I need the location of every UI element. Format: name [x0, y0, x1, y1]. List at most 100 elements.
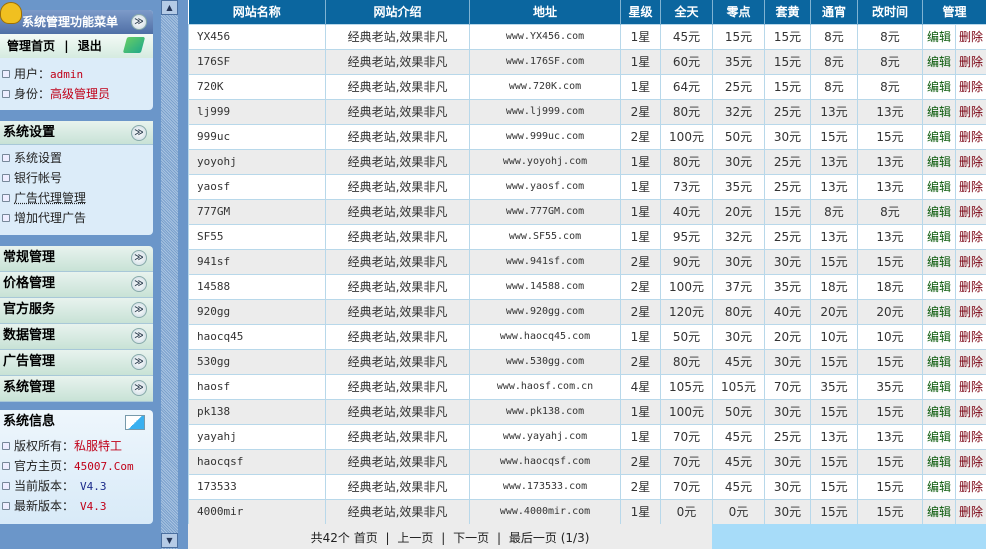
- chevron-down-icon[interactable]: ≫: [131, 250, 147, 266]
- edit-link[interactable]: 编辑: [923, 324, 956, 349]
- price-midnight: 45元: [713, 424, 765, 449]
- homepage-info: 官方主页：45007.Com: [0, 456, 153, 476]
- edit-link[interactable]: 编辑: [923, 74, 956, 99]
- home-link[interactable]: 管理首页: [7, 39, 55, 53]
- site-intro: 经典老站,效果非凡: [326, 249, 470, 274]
- edit-link[interactable]: 编辑: [923, 299, 956, 324]
- chevron-down-icon[interactable]: ≫: [131, 328, 147, 344]
- site-intro: 经典老站,效果非凡: [326, 124, 470, 149]
- price-fullday: 120元: [661, 299, 713, 324]
- info-value: V4.3: [80, 480, 107, 493]
- edit-link[interactable]: 编辑: [923, 424, 956, 449]
- sidebar-scrollbar[interactable]: ▲ ▼: [161, 0, 178, 549]
- delete-link[interactable]: 删除: [956, 124, 986, 149]
- settings-title: 系统设置: [3, 125, 55, 140]
- first-page-link[interactable]: 首页: [354, 531, 378, 545]
- star-level: 1星: [621, 199, 661, 224]
- edit-link[interactable]: 编辑: [923, 49, 956, 74]
- chevron-down-icon[interactable]: ≫: [131, 125, 147, 141]
- delete-link[interactable]: 删除: [956, 399, 986, 424]
- menu-item-ad-agent[interactable]: 广告代理管理: [0, 188, 153, 208]
- price-midnight: 45元: [713, 449, 765, 474]
- edit-link[interactable]: 编辑: [923, 499, 956, 524]
- delete-link[interactable]: 删除: [956, 99, 986, 124]
- price-midnight: 35元: [713, 174, 765, 199]
- next-page-link[interactable]: 下一页: [453, 531, 489, 545]
- edit-link[interactable]: 编辑: [923, 374, 956, 399]
- section-data[interactable]: 数据管理≫: [0, 324, 153, 350]
- scroll-up-icon[interactable]: ▲: [161, 0, 178, 15]
- price-package: 25元: [765, 424, 811, 449]
- edit-link[interactable]: 编辑: [923, 24, 956, 49]
- star-level: 1星: [621, 174, 661, 199]
- delete-link[interactable]: 删除: [956, 374, 986, 399]
- edit-link[interactable]: 编辑: [923, 249, 956, 274]
- admin-panel: 系统管理功能菜单 ≫ 管理首页 | 退出 用户：admin 身份：高级管理员: [0, 10, 153, 110]
- menu-item-system-settings[interactable]: 系统设置: [0, 148, 153, 168]
- section-ads[interactable]: 广告管理≫: [0, 350, 153, 376]
- edit-link[interactable]: 编辑: [923, 99, 956, 124]
- menu-item-bank-account[interactable]: 银行帐号: [0, 168, 153, 188]
- menu-item-add-ad[interactable]: 增加代理广告: [0, 208, 153, 228]
- edit-link[interactable]: 编辑: [923, 199, 956, 224]
- delete-link[interactable]: 删除: [956, 24, 986, 49]
- delete-link[interactable]: 删除: [956, 249, 986, 274]
- delete-link[interactable]: 删除: [956, 474, 986, 499]
- delete-link[interactable]: 删除: [956, 199, 986, 224]
- edit-link[interactable]: 编辑: [923, 349, 956, 374]
- delete-link[interactable]: 删除: [956, 224, 986, 249]
- section-official[interactable]: 官方服务≫: [0, 298, 153, 324]
- price-midnight: 25元: [713, 74, 765, 99]
- edit-link[interactable]: 编辑: [923, 149, 956, 174]
- price-overnight: 15元: [811, 399, 858, 424]
- homepage-link[interactable]: 45007.Com: [74, 460, 134, 473]
- delete-link[interactable]: 删除: [956, 424, 986, 449]
- edit-link[interactable]: 编辑: [923, 399, 956, 424]
- edit-link[interactable]: 编辑: [923, 474, 956, 499]
- edit-link[interactable]: 编辑: [923, 224, 956, 249]
- collapse-icon[interactable]: ≫: [131, 14, 147, 30]
- edit-link[interactable]: 编辑: [923, 124, 956, 149]
- delete-link[interactable]: 删除: [956, 349, 986, 374]
- prev-page-link[interactable]: 上一页: [397, 531, 433, 545]
- section-system[interactable]: 系统管理≫: [0, 376, 153, 402]
- delete-link[interactable]: 删除: [956, 74, 986, 99]
- edit-link[interactable]: 编辑: [923, 274, 956, 299]
- delete-link[interactable]: 删除: [956, 499, 986, 524]
- chevron-down-icon[interactable]: ≫: [131, 380, 147, 396]
- section-list: 常规管理≫ 价格管理≫ 官方服务≫ 数据管理≫ 广告管理≫ 系统管理≫: [0, 246, 153, 402]
- scroll-down-icon[interactable]: ▼: [161, 533, 178, 548]
- last-page-link[interactable]: 最后一页: [509, 531, 557, 545]
- price-overnight: 35元: [811, 374, 858, 399]
- price-midnight: 50元: [713, 124, 765, 149]
- column-header: 管理: [923, 0, 986, 24]
- edit-link[interactable]: 编辑: [923, 174, 956, 199]
- price-overnight: 8元: [811, 49, 858, 74]
- star-level: 2星: [621, 449, 661, 474]
- delete-link[interactable]: 删除: [956, 299, 986, 324]
- delete-link[interactable]: 删除: [956, 324, 986, 349]
- delete-link[interactable]: 删除: [956, 149, 986, 174]
- delete-link[interactable]: 删除: [956, 274, 986, 299]
- column-header: 套黄: [765, 0, 811, 24]
- price-midnight: 0元: [713, 499, 765, 524]
- edit-link[interactable]: 编辑: [923, 449, 956, 474]
- settings-header[interactable]: 系统设置 ≫: [0, 121, 153, 145]
- section-price[interactable]: 价格管理≫: [0, 272, 153, 298]
- delete-link[interactable]: 删除: [956, 49, 986, 74]
- site-name: 999uc: [189, 124, 326, 149]
- chevron-down-icon[interactable]: ≫: [131, 302, 147, 318]
- logout-link[interactable]: 退出: [78, 39, 102, 53]
- price-midnight: 37元: [713, 274, 765, 299]
- site-intro: 经典老站,效果非凡: [326, 224, 470, 249]
- price-overnight: 13元: [811, 149, 858, 174]
- section-general[interactable]: 常规管理≫: [0, 246, 153, 272]
- delete-link[interactable]: 删除: [956, 449, 986, 474]
- site-name: YX456: [189, 24, 326, 49]
- delete-link[interactable]: 删除: [956, 174, 986, 199]
- star-level: 2星: [621, 249, 661, 274]
- chevron-down-icon[interactable]: ≫: [131, 354, 147, 370]
- price-change-time: 13元: [858, 99, 923, 124]
- chevron-down-icon[interactable]: ≫: [131, 276, 147, 292]
